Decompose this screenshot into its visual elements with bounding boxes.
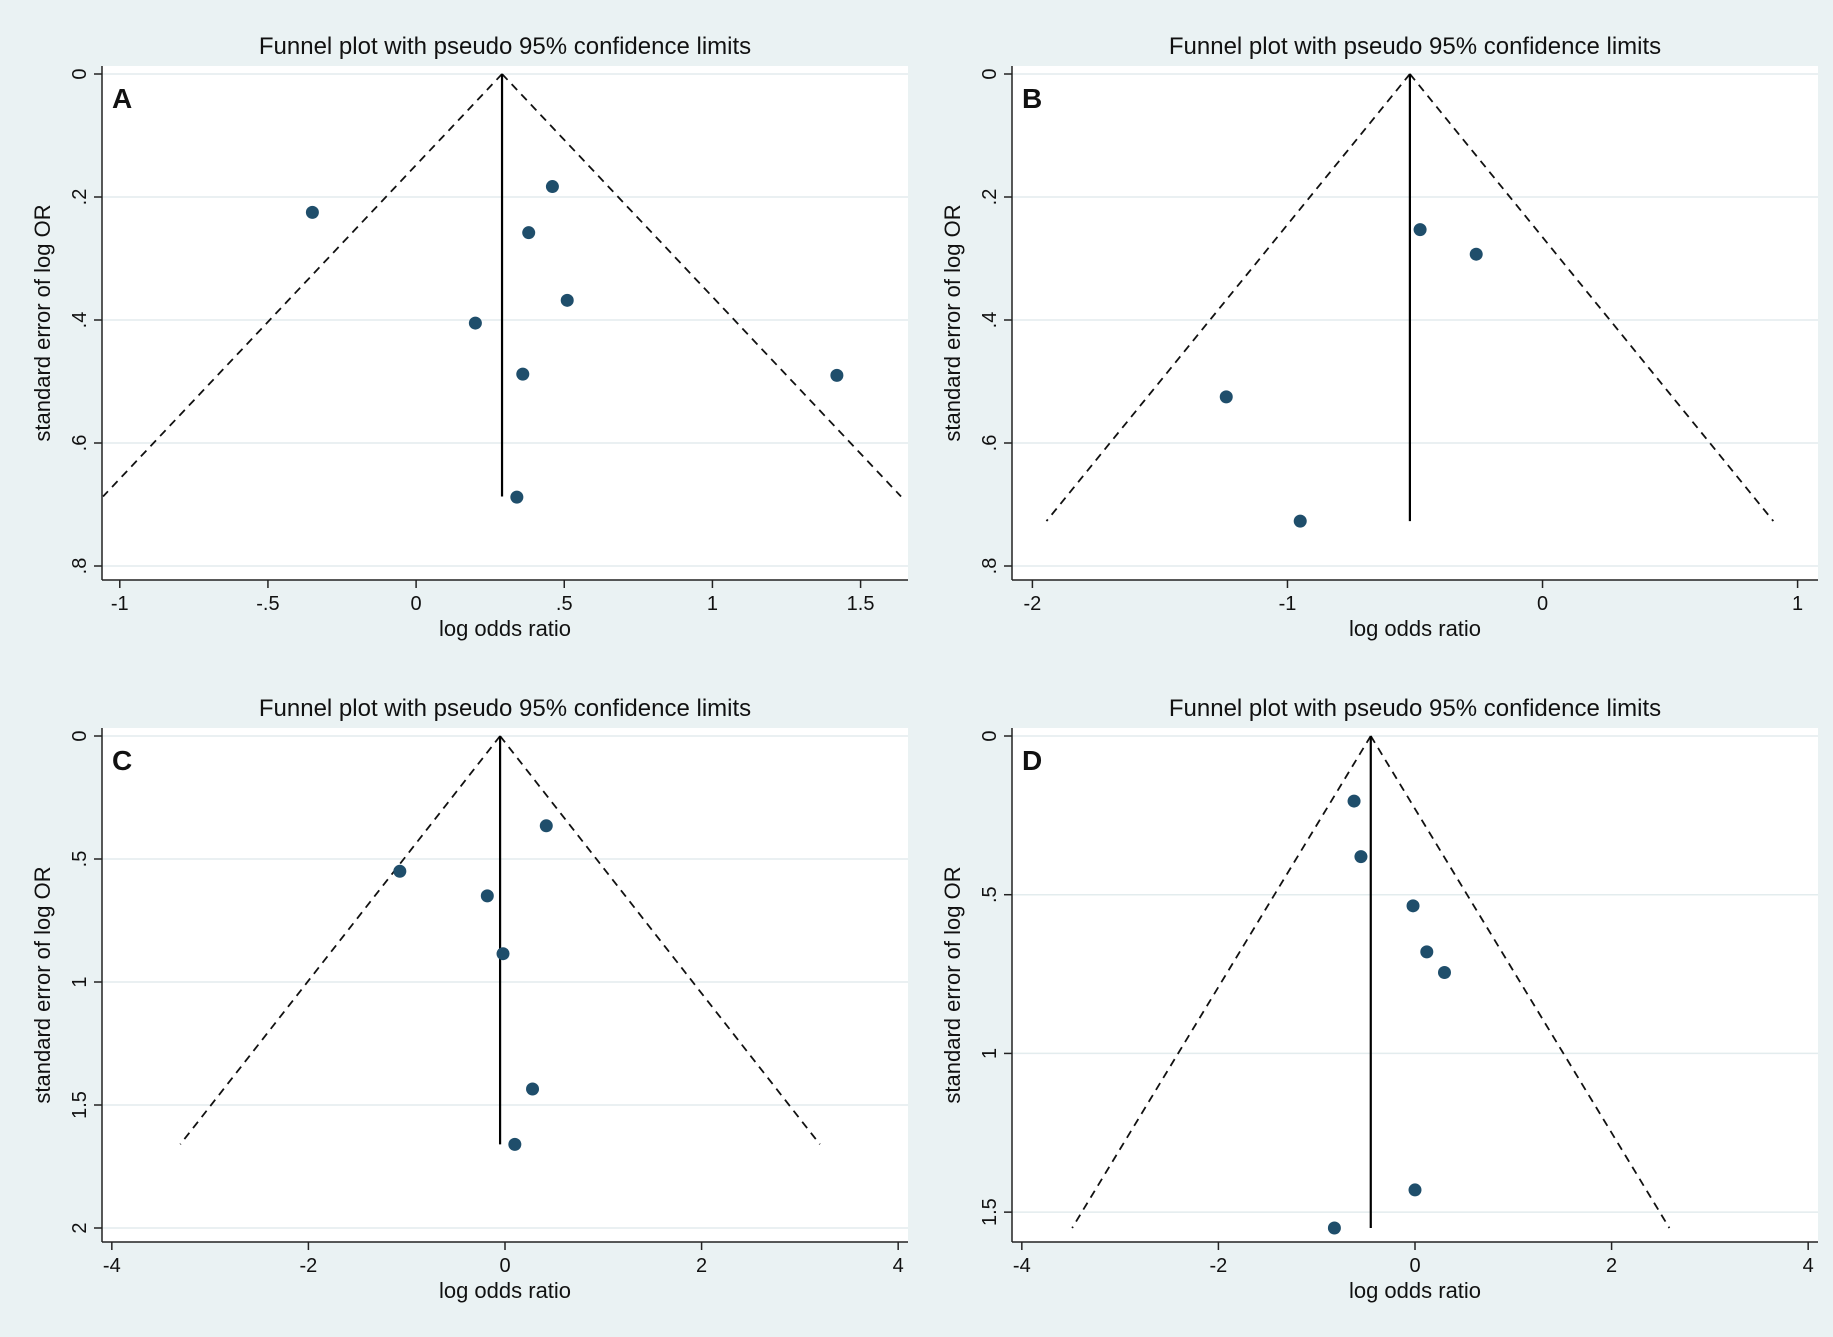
y-tick-label: 0: [979, 68, 1001, 79]
study-point: [1327, 1221, 1341, 1235]
x-tick-label: 1: [1792, 593, 1803, 615]
lower-confidence-limit-line: [179, 735, 501, 1145]
study-point: [1437, 965, 1451, 979]
y-tick-label: 1.5: [979, 1198, 1001, 1226]
y-tick-label: 1.5: [69, 1091, 91, 1119]
y-tick-label: .5: [979, 886, 1001, 903]
x-tick-label: 4: [1803, 1255, 1814, 1277]
y-axis-label: standard error of log OR: [30, 866, 55, 1103]
plot-area: [1012, 66, 1818, 580]
x-tick-label: -2: [1210, 1255, 1228, 1277]
x-tick-label: 4: [893, 1255, 904, 1277]
study-point: [468, 316, 482, 330]
y-tick-label: .2: [979, 189, 1001, 206]
y-axis-label: standard error of log OR: [940, 866, 965, 1103]
y-tick-label: 1: [979, 1048, 1001, 1059]
funnel-plot-svg: -2 -1 0 1 0 .2 .4 .6 .8 Funnel plot with pseudo 9…: [940, 33, 1818, 641]
study-point: [508, 1137, 522, 1151]
y-tick-label: 1: [69, 976, 91, 987]
chart-title: Funnel plot with pseudo 95% confidence l…: [259, 695, 751, 722]
chart-title: Funnel plot with pseudo 95% confidence l…: [1169, 695, 1661, 722]
study-point: [1293, 514, 1307, 528]
study-point: [1408, 1183, 1422, 1197]
x-tick-label: 0: [1537, 593, 1548, 615]
x-tick-label: .5: [556, 593, 573, 615]
y-axis-label: standard error of log OR: [940, 204, 965, 441]
panel-letter: D: [1022, 745, 1042, 776]
y-tick-label: 0: [979, 730, 1001, 741]
upper-confidence-limit-line: [1369, 735, 1671, 1229]
x-tick-label: 1.5: [847, 593, 875, 615]
y-tick-label: 2: [69, 1222, 91, 1233]
y-tick-label: .4: [979, 312, 1001, 329]
y-tick-label: .6: [69, 435, 91, 452]
study-point: [1469, 247, 1483, 261]
study-point: [1420, 945, 1434, 959]
y-tick-label: .8: [979, 558, 1001, 575]
panel-letter: C: [112, 745, 132, 776]
x-tick-label: 2: [1606, 1255, 1617, 1277]
study-point: [522, 226, 536, 240]
y-tick-label: .2: [69, 189, 91, 206]
panel-letter: A: [112, 83, 132, 114]
y-tick-label: .4: [69, 312, 91, 329]
lower-confidence-limit-line: [1071, 735, 1372, 1229]
study-point: [830, 368, 844, 382]
study-point: [1354, 850, 1368, 864]
upper-confidence-limit-line: [499, 735, 821, 1145]
x-tick-label: -4: [1013, 1255, 1031, 1277]
x-tick-label: 0: [1409, 1255, 1420, 1277]
study-point: [1219, 390, 1233, 404]
funnel-plot-svg: -1 -.5 0 .5 1 1.5 0 .2 .4 .6 .8 Funnel plot with ps…: [30, 33, 908, 641]
funnel-plot-panel-a: -1 -.5 0 .5 1 1.5 0 .2 .4 .6 .8 Funnel plot with ps…: [20, 20, 920, 660]
x-tick-label: -1: [1279, 593, 1297, 615]
x-tick-label: 1: [707, 593, 718, 615]
x-axis-label: log odds ratio: [439, 616, 571, 641]
funnel-plot-panel-b: -2 -1 0 1 0 .2 .4 .6 .8 Funnel plot with pseudo 9…: [930, 20, 1830, 660]
x-tick-label: 0: [411, 593, 422, 615]
funnel-plot-svg: -4 -2 0 2 4 0 .5 1 1.5 2 Funnel plot with pseudo 9…: [30, 695, 908, 1303]
y-axis-label: standard error of log OR: [30, 204, 55, 441]
study-point: [1413, 223, 1427, 237]
y-tick-label: 0: [69, 68, 91, 79]
panel-letter: B: [1022, 83, 1042, 114]
funnel-plot-panel-c: -4 -2 0 2 4 0 .5 1 1.5 2 Funnel plot with pseudo 9…: [20, 682, 920, 1322]
upper-confidence-limit-line: [1409, 73, 1775, 522]
study-point: [526, 1082, 540, 1096]
lower-confidence-limit-line: [1045, 73, 1411, 522]
study-point: [1406, 899, 1420, 913]
study-point: [516, 367, 530, 381]
study-point: [393, 864, 407, 878]
plot-area: [1012, 728, 1818, 1242]
x-tick-label: -1: [111, 593, 129, 615]
x-axis-label: log odds ratio: [1349, 1278, 1481, 1303]
y-tick-label: .5: [69, 851, 91, 868]
chart-title: Funnel plot with pseudo 95% confidence l…: [1169, 33, 1661, 60]
study-point: [480, 889, 494, 903]
x-tick-label: -2: [300, 1255, 318, 1277]
plot-area: [102, 728, 908, 1242]
chart-title: Funnel plot with pseudo 95% confidence l…: [259, 33, 751, 60]
study-point: [305, 205, 319, 219]
x-axis-label: log odds ratio: [1349, 616, 1481, 641]
x-tick-label: -2: [1024, 593, 1042, 615]
y-tick-label: 0: [69, 730, 91, 741]
study-point: [545, 180, 559, 194]
x-tick-label: 0: [499, 1255, 510, 1277]
funnel-plot-svg: -4 -2 0 2 4 0 .5 1 1.5 Funnel plot with pseudo 95…: [940, 695, 1818, 1303]
x-tick-label: 2: [696, 1255, 707, 1277]
plot-area: [102, 66, 908, 580]
study-point: [510, 490, 524, 504]
funnel-plot-panel-d: -4 -2 0 2 4 0 .5 1 1.5 Funnel plot with pseudo 95…: [930, 682, 1830, 1322]
study-point: [539, 819, 553, 833]
y-tick-label: .6: [979, 435, 1001, 452]
x-tick-label: -4: [103, 1255, 121, 1277]
study-point: [496, 947, 510, 961]
y-tick-label: .8: [69, 558, 91, 575]
x-axis-label: log odds ratio: [439, 1278, 571, 1303]
x-tick-label: -.5: [256, 593, 279, 615]
study-point: [560, 293, 574, 307]
study-point: [1347, 794, 1361, 808]
